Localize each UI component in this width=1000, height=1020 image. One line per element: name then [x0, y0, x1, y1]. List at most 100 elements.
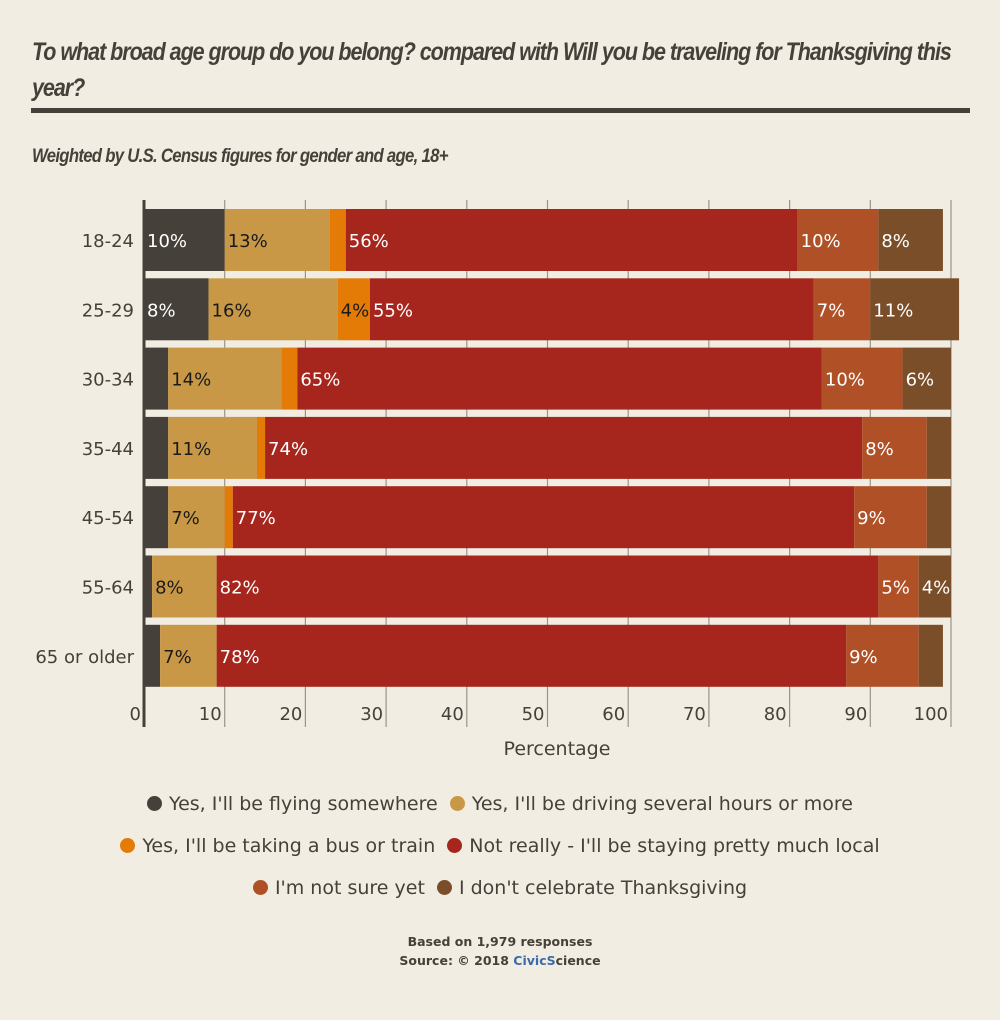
data-label: 65%: [300, 370, 340, 391]
x-tick-label: 50: [522, 704, 545, 725]
data-label: 5%: [881, 578, 910, 599]
bar-segment: [846, 624, 919, 687]
data-label: 8%: [881, 231, 910, 252]
data-label: 8%: [147, 300, 176, 321]
data-label: 11%: [171, 439, 211, 460]
bar-segment: [144, 555, 153, 618]
data-label: 4%: [341, 300, 370, 321]
x-axis-ticks: 0 10 20 30 40 50 60 70 80 90 100: [130, 704, 948, 725]
bar-segment: [224, 486, 233, 549]
bar-segment: [208, 278, 338, 341]
bar-segment: [369, 278, 814, 341]
x-tick-label: 100: [914, 704, 948, 725]
bar-segment: [297, 347, 822, 410]
legend-dot-bus-train: [120, 838, 136, 853]
bar-segment: [216, 555, 879, 618]
legend-row-1: Yes, I'll be flying somewhere Yes, I'll …: [0, 793, 1000, 815]
bar-segment: [926, 486, 951, 549]
x-tick-label: 30: [360, 704, 383, 725]
data-label: 9%: [849, 647, 878, 668]
data-label: 7%: [163, 647, 192, 668]
bar-segment: [144, 278, 209, 341]
legend-dot-local: [447, 838, 463, 853]
bar-segment: [797, 209, 879, 271]
bar-segment: [926, 416, 951, 479]
legend-item-bus-train[interactable]: Yes, I'll be taking a bus or train: [120, 835, 435, 857]
y-tick-label: 25-29: [82, 300, 134, 321]
data-label: 56%: [349, 231, 389, 252]
y-tick-label: 65 or older: [35, 647, 134, 668]
bar-segment: [168, 416, 257, 479]
bar-segment: [329, 209, 346, 271]
legend-item-not-sure[interactable]: I'm not sure yet: [252, 877, 425, 899]
bar-segment: [232, 486, 855, 549]
title-divider: [31, 108, 970, 113]
chart-title: To what broad age group do you belong? c…: [32, 38, 952, 102]
data-label: 10%: [801, 231, 841, 252]
bar-segment: [918, 555, 951, 618]
legend-item-flying[interactable]: Yes, I'll be flying somewhere: [147, 793, 438, 815]
x-tick-label: 60: [602, 704, 625, 725]
data-label: 82%: [220, 578, 260, 599]
data-label: 77%: [236, 508, 276, 529]
bar-segment: [862, 416, 927, 479]
x-tick-label: 10: [199, 704, 222, 725]
bar-segment: [337, 278, 370, 341]
x-tick-label: 20: [279, 704, 302, 725]
bar-segment: [144, 486, 169, 549]
legend-label: Yes, I'll be taking a bus or train: [142, 835, 436, 857]
data-label: 4%: [922, 578, 951, 599]
legend-row-3: I'm not sure yet I don't celebrate Thank…: [0, 877, 1000, 899]
brand-civic[interactable]: Civic: [513, 953, 547, 968]
legend-item-local[interactable]: Not really - I'll be staying pretty much…: [447, 835, 880, 857]
bar-segment: [281, 347, 298, 410]
y-tick-label: 30-34: [82, 370, 134, 391]
bar-segment: [168, 347, 282, 410]
legend-row-2: Yes, I'll be taking a bus or train Not r…: [0, 835, 1000, 857]
legend-item-dont-celebrate[interactable]: I don't celebrate Thanksgiving: [436, 877, 747, 899]
bar-segment: [918, 624, 943, 687]
y-tick-label: 18-24: [82, 231, 134, 252]
data-label: 6%: [906, 370, 935, 391]
stacked-bar-chart: 10% 13% 56% 10% 8%8% 16% 4% 55% 7% 11%14% 65% 10% 6%…: [35, 200, 960, 760]
legend-label: I'm not sure yet: [274, 877, 425, 899]
y-tick-label: 35-44: [82, 439, 134, 460]
data-label: 14%: [171, 370, 211, 391]
bar-segment: [152, 555, 217, 618]
y-tick-label: 55-64: [82, 578, 134, 599]
x-tick-label: 90: [844, 704, 867, 725]
data-label: 7%: [171, 508, 200, 529]
legend-label: Yes, I'll be flying somewhere: [169, 793, 438, 815]
legend-dot-flying: [147, 796, 163, 811]
brand-cience[interactable]: cience: [555, 953, 601, 968]
bar-segment: [168, 486, 225, 549]
bar-segment: [345, 209, 798, 271]
chart-subtitle: Weighted by U.S. Census figures for gend…: [32, 146, 448, 167]
data-label: 16%: [212, 300, 252, 321]
x-tick-label: 70: [683, 704, 706, 725]
bar-segment: [256, 416, 266, 479]
legend-dot-not-sure: [252, 880, 268, 895]
legend-dot-dont-celebrate: [436, 880, 452, 895]
bar-segment: [144, 209, 225, 271]
bar-segment: [265, 416, 863, 479]
data-label: 8%: [865, 439, 894, 460]
data-label: 9%: [857, 508, 886, 529]
legend-label: Not really - I'll be staying pretty much…: [469, 835, 880, 857]
bar-segment: [160, 624, 217, 687]
source-line: Source: © 2018 CivicScience: [0, 951, 1000, 970]
brand-s[interactable]: S: [546, 953, 556, 968]
x-tick-label: 80: [764, 704, 787, 725]
source-prefix: Source: © 2018: [399, 953, 514, 968]
bar-segment: [878, 555, 919, 618]
data-label: 7%: [817, 300, 846, 321]
data-label: 74%: [268, 439, 308, 460]
data-label: 55%: [373, 300, 413, 321]
bar-segment: [216, 624, 847, 687]
data-label: 78%: [220, 647, 260, 668]
bar-segment: [870, 278, 960, 341]
legend-label: Yes, I'll be driving several hours or mo…: [471, 793, 853, 815]
data-label: 10%: [147, 231, 187, 252]
bar-segment: [902, 347, 951, 410]
legend-item-driving[interactable]: Yes, I'll be driving several hours or mo…: [449, 793, 853, 815]
